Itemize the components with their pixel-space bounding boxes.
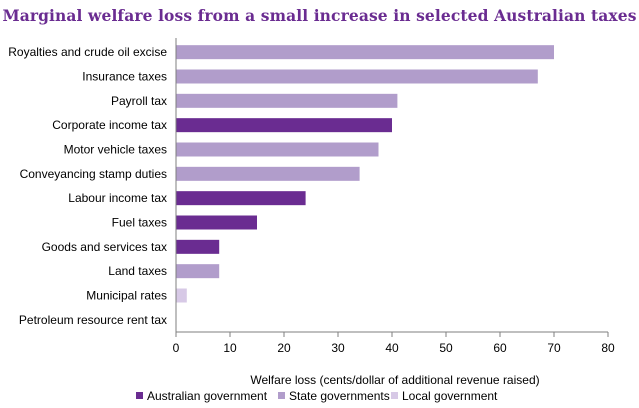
category-label: Corporate income tax <box>52 118 167 132</box>
x-tick-label: 40 <box>385 341 399 355</box>
bar-payroll-tax <box>176 93 398 108</box>
x-axis-title: Welfare loss (cents/dollar of additional… <box>250 373 539 387</box>
chart-title: Marginal welfare loss from a small incre… <box>2 6 637 25</box>
legend-label: Local government <box>402 389 498 403</box>
bar-insurance-taxes <box>176 69 538 84</box>
x-tick-label: 70 <box>547 341 561 355</box>
x-tick-label: 30 <box>331 341 345 355</box>
bar-royalties-and-crude-oil-excise <box>176 45 554 60</box>
category-label: Royalties and crude oil excise <box>8 45 167 59</box>
bar-motor-vehicle-taxes <box>176 142 379 157</box>
x-tick-label: 80 <box>601 341 615 355</box>
legend-swatch <box>278 392 285 399</box>
x-tick-label: 50 <box>439 341 453 355</box>
x-tick-label: 20 <box>277 341 291 355</box>
category-label: Payroll tax <box>111 94 167 108</box>
category-label: Land taxes <box>108 264 167 278</box>
bar-labour-income-tax <box>176 191 306 206</box>
category-label: Fuel taxes <box>112 216 167 230</box>
bar-fuel-taxes <box>176 215 257 230</box>
category-label: Municipal rates <box>86 289 167 303</box>
legend-swatch <box>391 392 398 399</box>
legend-swatch <box>136 392 143 399</box>
x-tick-label: 0 <box>173 341 180 355</box>
bar-corporate-income-tax <box>176 118 392 133</box>
category-label: Petroleum resource rent tax <box>19 313 167 327</box>
bar-land-taxes <box>176 264 220 279</box>
category-label: Motor vehicle taxes <box>64 143 167 157</box>
x-tick-label: 10 <box>223 341 237 355</box>
category-label: Goods and services tax <box>42 240 167 254</box>
bar-conveyancing-stamp-duties <box>176 166 360 181</box>
category-label: Labour income tax <box>68 191 167 205</box>
legend-label: Australian government <box>147 389 268 403</box>
bar-municipal-rates <box>176 288 187 303</box>
legend-label: State governments <box>289 389 390 403</box>
category-label: Insurance taxes <box>82 70 167 84</box>
x-tick-label: 60 <box>493 341 507 355</box>
category-label: Conveyancing stamp duties <box>20 167 167 181</box>
bar-goods-and-services-tax <box>176 239 220 254</box>
